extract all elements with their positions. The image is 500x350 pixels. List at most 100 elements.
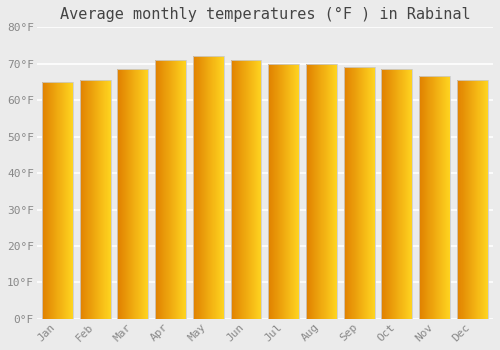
Bar bbox=[197, 56, 198, 319]
Bar bbox=[403, 69, 404, 319]
Bar bbox=[319, 64, 320, 319]
Bar bbox=[256, 60, 257, 319]
Bar bbox=[214, 56, 215, 319]
Bar bbox=[277, 64, 278, 319]
Bar bbox=[84, 80, 85, 319]
Bar bbox=[194, 56, 195, 319]
Bar bbox=[289, 64, 290, 319]
Bar bbox=[460, 80, 461, 319]
Bar bbox=[121, 69, 122, 319]
Bar bbox=[368, 68, 369, 319]
Bar bbox=[294, 64, 295, 319]
Bar bbox=[125, 69, 126, 319]
Bar bbox=[99, 80, 100, 319]
Bar bbox=[250, 60, 251, 319]
Bar bbox=[283, 64, 284, 319]
Bar bbox=[314, 64, 315, 319]
Bar bbox=[324, 64, 325, 319]
Bar bbox=[306, 64, 337, 319]
Bar bbox=[425, 77, 426, 319]
Bar bbox=[80, 80, 82, 319]
Bar bbox=[359, 68, 360, 319]
Bar bbox=[173, 60, 174, 319]
Bar bbox=[246, 60, 247, 319]
Bar bbox=[242, 60, 243, 319]
Bar bbox=[316, 64, 317, 319]
Bar bbox=[209, 56, 210, 319]
Bar bbox=[276, 64, 277, 319]
Bar bbox=[344, 68, 374, 319]
Bar bbox=[212, 56, 213, 319]
Bar bbox=[353, 68, 354, 319]
Bar bbox=[50, 82, 51, 319]
Bar bbox=[56, 82, 57, 319]
Bar bbox=[408, 69, 410, 319]
Bar bbox=[463, 80, 464, 319]
Bar bbox=[475, 80, 476, 319]
Bar bbox=[134, 69, 135, 319]
Bar bbox=[43, 82, 44, 319]
Bar bbox=[89, 80, 90, 319]
Bar bbox=[211, 56, 212, 319]
Bar bbox=[85, 80, 86, 319]
Bar bbox=[298, 64, 299, 319]
Bar bbox=[142, 69, 143, 319]
Bar bbox=[202, 56, 203, 319]
Bar bbox=[160, 60, 161, 319]
Bar bbox=[406, 69, 407, 319]
Bar bbox=[260, 60, 261, 319]
Bar bbox=[315, 64, 316, 319]
Bar bbox=[366, 68, 367, 319]
Bar bbox=[232, 60, 233, 319]
Bar bbox=[410, 69, 411, 319]
Bar bbox=[441, 77, 442, 319]
Bar bbox=[140, 69, 141, 319]
Bar bbox=[120, 69, 121, 319]
Bar bbox=[357, 68, 358, 319]
Title: Average monthly temperatures (°F ) in Rabinal: Average monthly temperatures (°F ) in Ra… bbox=[60, 7, 470, 22]
Bar bbox=[273, 64, 274, 319]
Bar bbox=[177, 60, 178, 319]
Bar bbox=[457, 80, 458, 319]
Bar bbox=[483, 80, 484, 319]
Bar bbox=[388, 69, 389, 319]
Bar bbox=[446, 77, 447, 319]
Bar bbox=[258, 60, 259, 319]
Bar bbox=[334, 64, 335, 319]
Bar bbox=[347, 68, 348, 319]
Bar bbox=[396, 69, 397, 319]
Bar bbox=[137, 69, 138, 319]
Bar bbox=[193, 56, 224, 319]
Bar bbox=[207, 56, 208, 319]
Bar bbox=[161, 60, 162, 319]
Bar bbox=[221, 56, 222, 319]
Bar bbox=[268, 64, 299, 319]
Bar bbox=[69, 82, 70, 319]
Bar bbox=[64, 82, 65, 319]
Bar bbox=[361, 68, 362, 319]
Bar bbox=[119, 69, 120, 319]
Bar bbox=[478, 80, 479, 319]
Bar bbox=[390, 69, 391, 319]
Bar bbox=[96, 80, 97, 319]
Bar bbox=[165, 60, 166, 319]
Bar bbox=[292, 64, 293, 319]
Bar bbox=[438, 77, 439, 319]
Bar bbox=[139, 69, 140, 319]
Bar bbox=[467, 80, 468, 319]
Bar bbox=[261, 60, 262, 319]
Bar bbox=[288, 64, 289, 319]
Bar bbox=[485, 80, 486, 319]
Bar bbox=[42, 82, 73, 319]
Bar bbox=[424, 77, 425, 319]
Bar bbox=[65, 82, 66, 319]
Bar bbox=[100, 80, 101, 319]
Bar bbox=[322, 64, 323, 319]
Bar bbox=[442, 77, 443, 319]
Bar bbox=[162, 60, 163, 319]
Bar bbox=[170, 60, 171, 319]
Bar bbox=[362, 68, 363, 319]
Bar bbox=[208, 56, 209, 319]
Bar bbox=[355, 68, 356, 319]
Bar bbox=[293, 64, 294, 319]
